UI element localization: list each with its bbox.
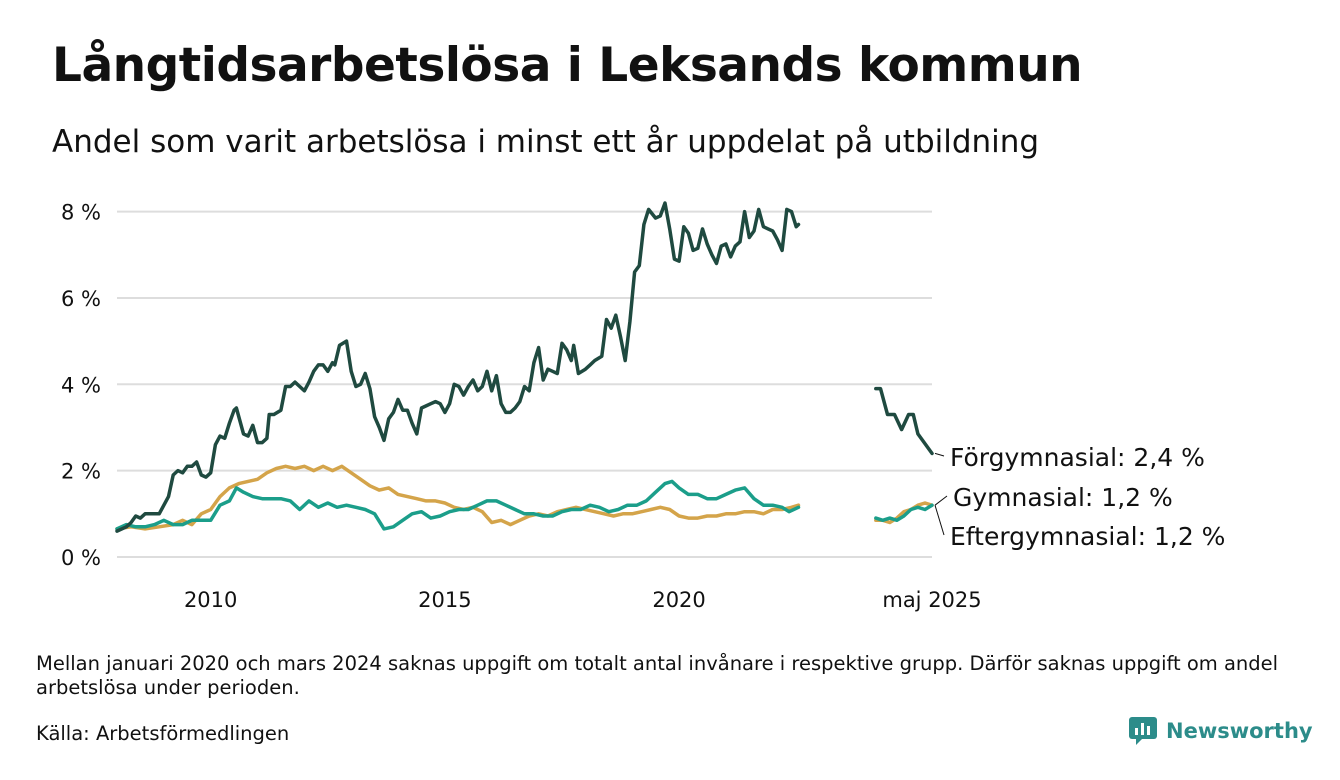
series-lines [115, 201, 934, 533]
x-axis-ticks: 2010 2015 2020 maj 2025 [184, 588, 982, 612]
series-end-label: Eftergymnasial: 1,2 % [950, 522, 1225, 551]
chart-subtitle: Andel som varit arbetslösa i minst ett å… [52, 124, 1040, 160]
chart-title: Långtidsarbetslösa i Leksands kommun [52, 38, 1083, 93]
x-tick-label: 2015 [418, 588, 471, 612]
y-axis-ticks: 0 % 2 % 4 % 6 % 8 % [61, 201, 101, 570]
footnote: Mellan januari 2020 och mars 2024 saknas… [36, 652, 1279, 699]
y-tick-label: 2 % [61, 460, 101, 484]
source-credit: Källa: Arbetsförmedlingen [36, 722, 290, 745]
y-tick-label: 0 % [61, 546, 101, 570]
x-tick-label: 2020 [652, 588, 705, 612]
label-leader-line [934, 495, 948, 506]
line-chart: 0 % 2 % 4 % 6 % 8 % 2010 2015 2020 maj 2025 För… [61, 201, 1225, 612]
brand-name: Newsworthy [1166, 719, 1313, 743]
series-line-gymnasial [115, 479, 801, 531]
x-tick-label: maj 2025 [882, 588, 981, 612]
grid-lines [117, 210, 932, 558]
newsworthy-logo: Newsworthy [1128, 716, 1313, 746]
y-tick-label: 8 % [61, 201, 101, 225]
series-end-label: Gymnasial: 1,2 % [953, 483, 1173, 512]
series-line-forgymnasial [874, 386, 934, 456]
series-line-gymnasial [874, 503, 934, 523]
label-leader-line [934, 505, 945, 536]
y-tick-label: 6 % [61, 287, 101, 311]
label-leader-line [934, 452, 945, 457]
series-line-forgymnasial [115, 201, 801, 533]
series-end-labels: Förgymnasial: 2,4 % Gymnasial: 1,2 % Efter… [934, 443, 1225, 551]
x-tick-label: 2010 [184, 588, 237, 612]
bar-chart-logo-icon [1129, 717, 1157, 745]
series-line-eftergymnasial [115, 464, 801, 531]
series-end-label: Förgymnasial: 2,4 % [950, 443, 1205, 472]
y-tick-label: 4 % [61, 373, 101, 397]
